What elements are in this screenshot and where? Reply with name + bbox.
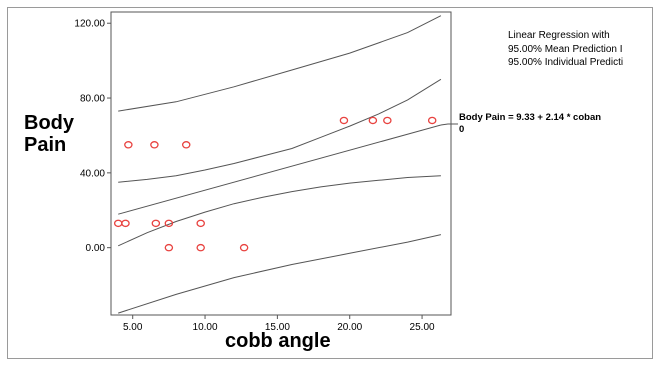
legend-line-2: 95.00% Mean Prediction I: [508, 43, 623, 55]
plot-area: [110, 11, 452, 316]
data-point: [383, 116, 392, 125]
legend-line-1: Linear Regression with: [508, 30, 610, 41]
regression-equation-line-1: Body Pain = 9.33 + 2.14 * coban: [459, 112, 602, 123]
x-tick-label: 10.00: [193, 322, 218, 333]
legend-line-3: 95.00% Individual Predicti: [508, 57, 624, 68]
data-point: [164, 219, 174, 228]
data-point: [196, 243, 205, 252]
data-point: [181, 141, 191, 149]
equation-callout-line: [440, 123, 458, 126]
x-tick-label: 15.00: [265, 322, 290, 333]
line-individual-lower: [118, 234, 442, 314]
x-tick-label: 5.00: [123, 322, 143, 333]
regression-equation-line-2: 0: [459, 124, 465, 135]
x-tick-label: 25.00: [410, 322, 435, 333]
x-tick-label: 20.00: [337, 322, 362, 333]
data-point: [196, 219, 205, 228]
line-individual-upper: [118, 15, 442, 112]
data-points: [113, 116, 437, 252]
data-point: [427, 116, 437, 125]
line-mean-upper: [118, 78, 442, 183]
line-fit: [118, 124, 442, 215]
y-axis-title: Body Pain: [24, 112, 74, 156]
data-point: [164, 243, 174, 252]
y-axis-ticks: 0.00 40.00 80.00 120.00: [74, 19, 111, 254]
legend: Linear Regression with 95.00% Mean Predi…: [508, 29, 623, 70]
x-axis-title: cobb angle: [225, 330, 331, 352]
line-mean-lower: [117, 175, 441, 247]
data-point: [121, 219, 130, 228]
data-point: [239, 243, 249, 252]
regression-lines: [117, 15, 442, 314]
data-point: [124, 141, 133, 149]
data-point: [368, 116, 378, 125]
y-tick-label: 0.00: [86, 243, 106, 254]
regression-equation: Body Pain = 9.33 + 2.14 * coban 0: [459, 112, 649, 136]
y-tick-label: 120.00: [74, 19, 105, 30]
data-point: [339, 116, 349, 125]
y-tick-label: 40.00: [80, 168, 105, 179]
x-axis-ticks: 5.00 10.00 15.00 20.00 25.00: [123, 315, 435, 333]
y-tick-label: 80.00: [80, 94, 105, 105]
data-point: [150, 141, 159, 149]
data-point: [151, 219, 161, 228]
